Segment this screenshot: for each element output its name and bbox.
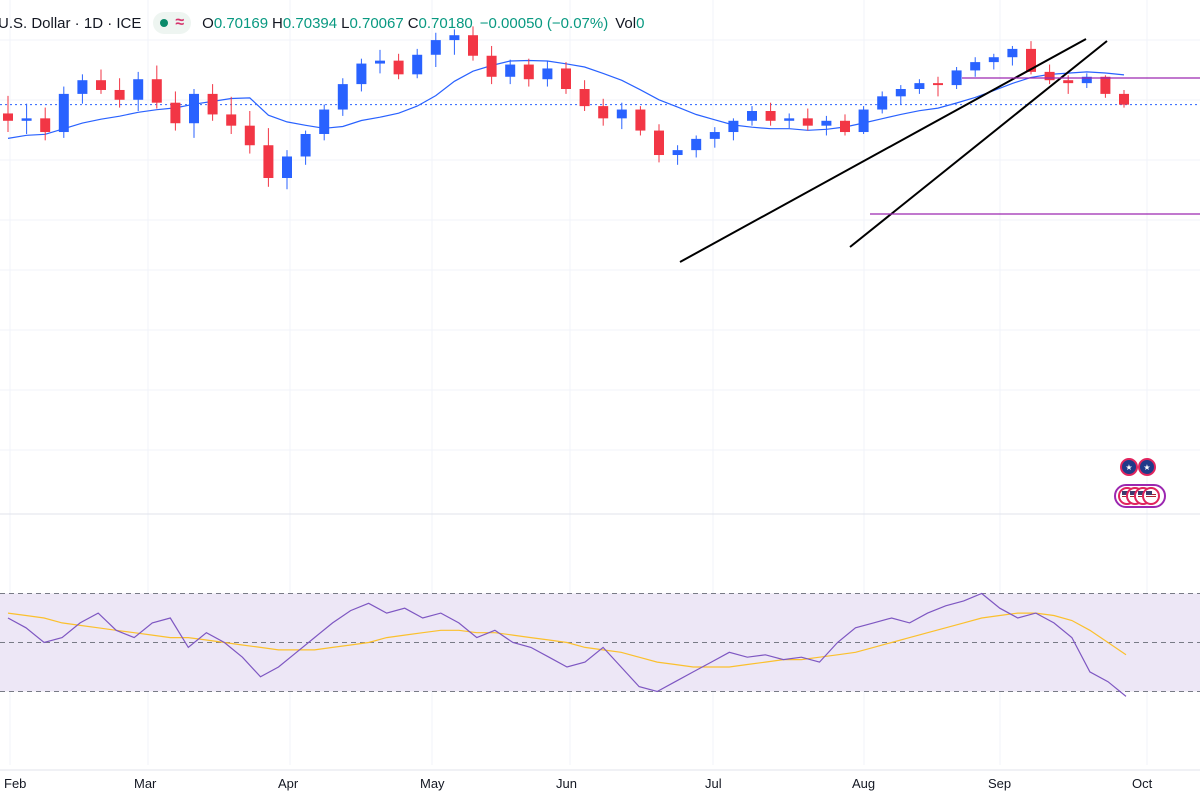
candle-body (802, 118, 813, 126)
candle-body (412, 54, 423, 75)
candle-body (1100, 76, 1111, 94)
chart-legend: U.S. Dollar · 1D · ICE ≈ O 0.70169 H 0.703… (0, 12, 647, 34)
candle-body (337, 84, 348, 110)
candle-body (207, 93, 218, 115)
candle-body (114, 89, 125, 100)
low-value: 0.70067 (349, 14, 404, 32)
open-label: O (202, 14, 214, 32)
candle-body (449, 35, 460, 41)
candle-body (895, 89, 906, 97)
australia-flag-icon[interactable]: ★ (1120, 458, 1138, 476)
candle-body (709, 132, 720, 139)
candle-body (375, 60, 385, 64)
candle-body (747, 111, 757, 121)
rsi-line (7, 592, 1127, 697)
x-tick-label: Mar (134, 776, 157, 791)
candle-body (579, 89, 590, 107)
candle-body (133, 79, 144, 100)
usa-flag-icon[interactable] (1142, 487, 1160, 505)
high-label: H (272, 14, 283, 32)
candle-body (988, 57, 999, 63)
candle-body (728, 120, 739, 133)
volume-label: Vol (615, 14, 637, 32)
rsi-ma-line (7, 612, 1127, 668)
candle-body (486, 55, 497, 77)
candle-body (654, 130, 664, 156)
candle-body (598, 106, 609, 119)
candle-body (319, 109, 330, 134)
candle-body (542, 68, 553, 80)
us-events-pill[interactable] (1114, 484, 1166, 508)
candle-body (356, 63, 367, 85)
change-value: −0.00050 (−0.07%) (479, 14, 609, 32)
volume-value: 0 (636, 14, 645, 32)
candle-body (616, 109, 627, 119)
candle-body (1044, 71, 1055, 81)
candle-body (635, 109, 646, 131)
high-value: 0.70394 (282, 14, 338, 32)
candle-body (858, 109, 869, 133)
x-tick-label: Jul (705, 776, 722, 791)
candle-body (914, 83, 925, 90)
x-tick-label: Apr (278, 776, 299, 791)
candle-body (765, 111, 776, 121)
trendline-lower (849, 40, 1108, 248)
australia-flag-icon[interactable]: ★ (1138, 458, 1156, 476)
candle-body (784, 118, 795, 121)
candle-body (3, 113, 13, 121)
candle-body (300, 133, 311, 157)
candle-body (933, 83, 943, 86)
candle-body (430, 40, 441, 55)
candle-body (244, 125, 255, 146)
candle-body (523, 64, 534, 80)
x-tick-label: Jun (556, 776, 577, 791)
candle-body (263, 145, 274, 179)
candle-body (1026, 48, 1036, 72)
market-status-dot-icon (160, 19, 169, 27)
candle-body (672, 150, 683, 156)
status-badge[interactable]: ≈ (153, 12, 192, 34)
candle-body (1063, 80, 1074, 84)
candle-body (468, 35, 478, 56)
candle-body (77, 80, 88, 94)
candle-body (1119, 93, 1129, 105)
candle-body (151, 79, 162, 103)
candle-body (21, 118, 32, 121)
candle-body (96, 80, 106, 90)
candle-body (505, 64, 516, 77)
candle-body (393, 60, 404, 75)
open-value: 0.70169 (213, 14, 269, 32)
x-tick-label: Sep (988, 776, 1012, 791)
candle-body (1081, 76, 1092, 84)
candle-body (189, 93, 199, 124)
candle-body (877, 96, 888, 110)
candle-body (840, 120, 850, 133)
candle-body (1007, 48, 1018, 58)
symbol-title[interactable]: U.S. Dollar · 1D · ICE (0, 14, 142, 32)
candle-body (40, 118, 51, 133)
candle-body (951, 70, 962, 86)
candle-body (561, 68, 571, 90)
wave-icon: ≈ (175, 14, 185, 31)
candle-body (58, 93, 69, 133)
low-label: L (341, 14, 350, 32)
close-value: 0.70180 (418, 14, 473, 32)
candle-body (691, 138, 702, 151)
candle-body (226, 114, 237, 126)
candle-body (170, 102, 181, 124)
candle-body (821, 120, 832, 126)
x-tick-label: May (420, 776, 445, 791)
trendline-upper (679, 38, 1087, 263)
close-label: C (407, 14, 419, 32)
x-tick-label: Aug (852, 776, 876, 791)
candle-body (970, 62, 981, 71)
x-tick-label: Feb (4, 776, 27, 791)
candle-body (282, 156, 292, 179)
x-tick-label: Oct (1132, 776, 1153, 791)
